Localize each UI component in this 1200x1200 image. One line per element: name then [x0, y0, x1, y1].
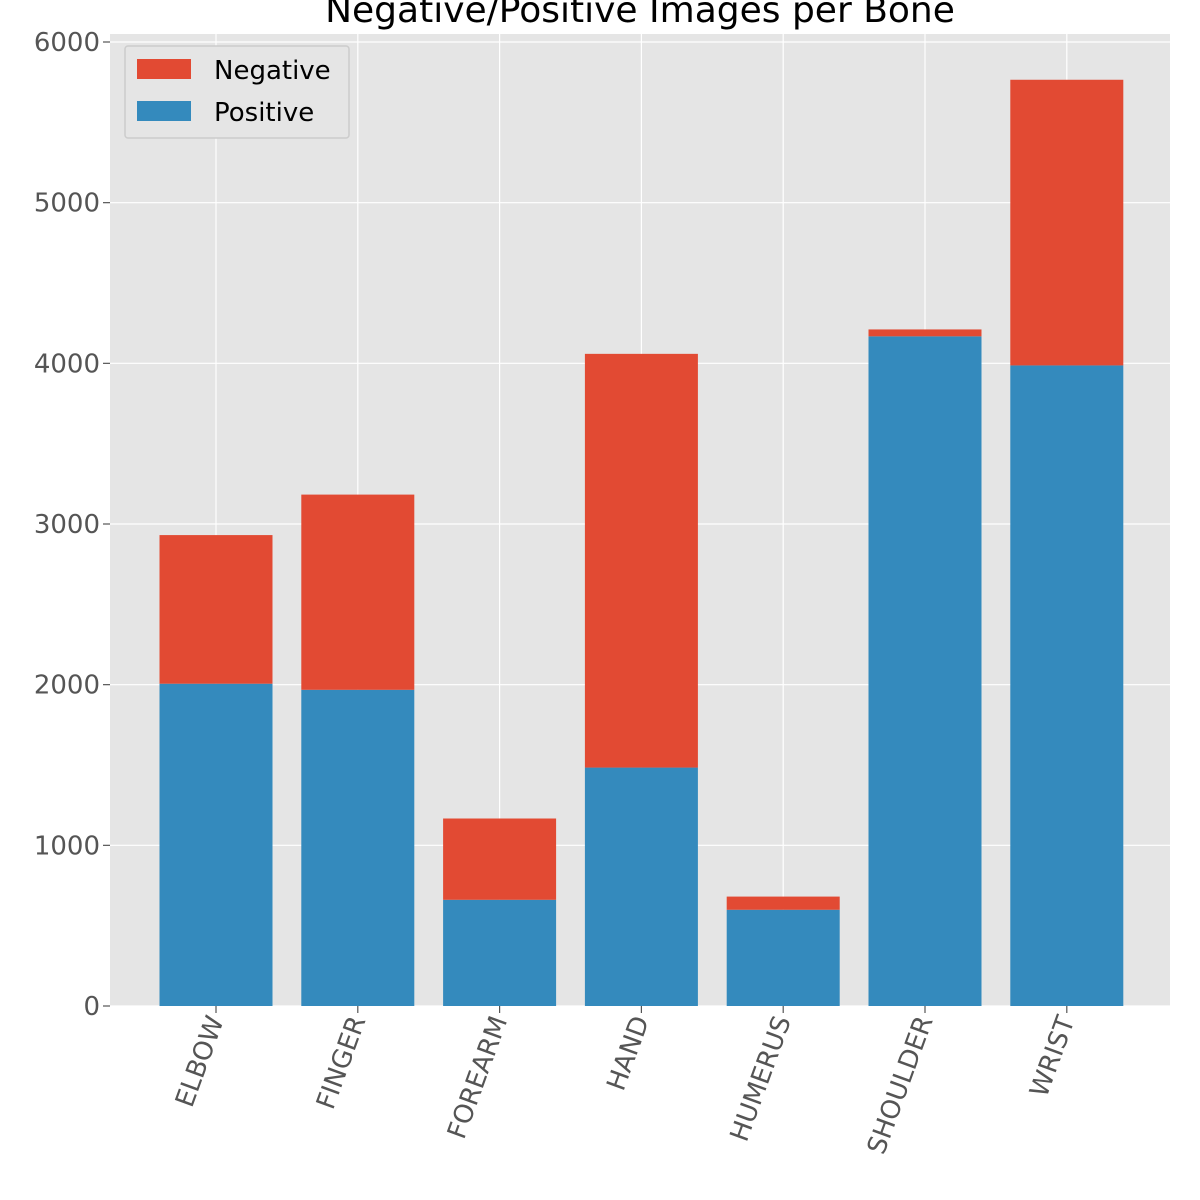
bar-negative-hand: [584, 353, 698, 768]
bars: [159, 79, 1124, 1007]
y-tick-label: 4000: [34, 349, 100, 379]
bar-negative-wrist: [1010, 79, 1124, 366]
y-tick-label: 2000: [34, 671, 100, 701]
legend-label-positive: Positive: [214, 98, 314, 128]
bar-negative-shoulder: [868, 329, 982, 337]
bar-negative-humerus: [726, 896, 840, 910]
bar-positive-finger: [301, 689, 415, 1006]
bar-negative-forearm: [443, 818, 557, 900]
bar-positive-wrist: [1010, 365, 1124, 1006]
x-tick-label: SHOULDER: [862, 1012, 940, 1158]
x-tick-label: FOREARM: [442, 1012, 514, 1143]
x-tick-label: HAND: [602, 1012, 656, 1094]
x-tick-label: ELBOW: [170, 1012, 231, 1111]
x-tick-label: FINGER: [311, 1012, 372, 1113]
x-tick-label: HUMERUS: [725, 1012, 798, 1145]
bar-positive-humerus: [726, 909, 840, 1006]
legend: Negative Positive: [124, 45, 350, 139]
x-axis-ticks: ELBOW FINGER FOREARM HAND HUMERUS SHOULDER WRI…: [170, 1006, 1081, 1158]
bar-negative-finger: [301, 494, 415, 690]
y-axis-ticks: 0 1000 2000 3000 4000 5000 6000: [34, 28, 110, 1022]
bar-positive-hand: [584, 767, 698, 1006]
bar-positive-shoulder: [868, 336, 982, 1007]
y-tick-label: 5000: [34, 189, 100, 219]
legend-label-negative: Negative: [214, 56, 331, 86]
legend-swatch-negative: [137, 59, 191, 79]
y-tick-label: 1000: [34, 831, 100, 861]
y-tick-label: 6000: [34, 28, 100, 58]
x-tick-label: WRIST: [1025, 1012, 1082, 1101]
chart-title: Negative/Positive Images per Bone: [325, 0, 955, 31]
bar-positive-forearm: [443, 899, 557, 1006]
y-tick-label: 3000: [34, 510, 100, 540]
y-tick-label: 0: [83, 992, 100, 1022]
bar-positive-elbow: [159, 683, 273, 1006]
bar-negative-elbow: [159, 535, 273, 684]
legend-swatch-positive: [137, 101, 191, 121]
